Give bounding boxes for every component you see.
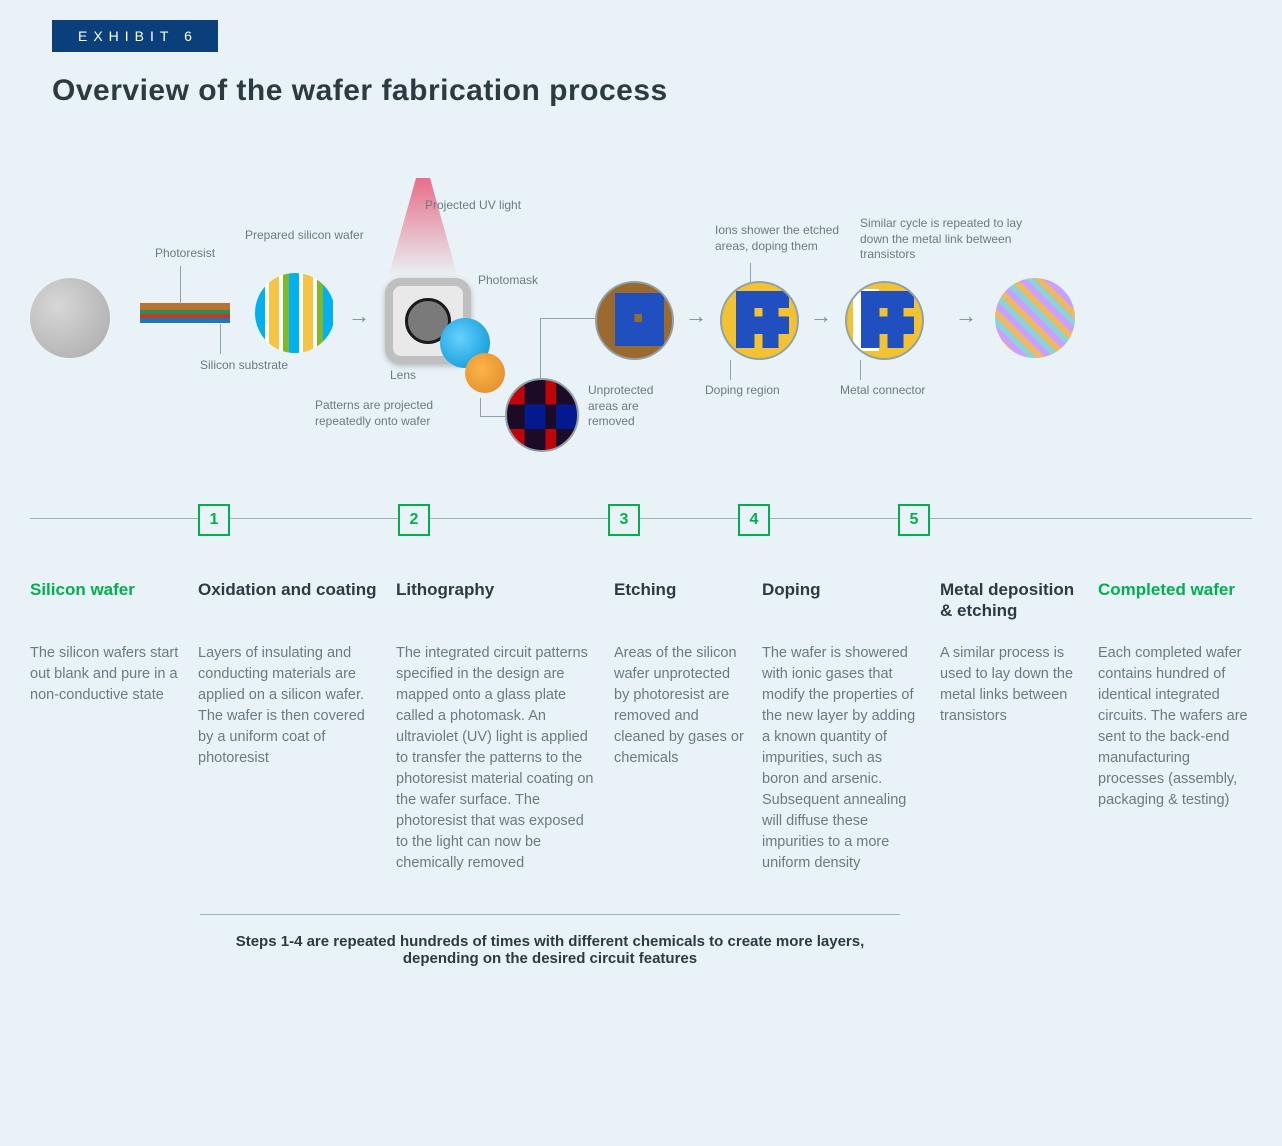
leader-line <box>750 263 751 283</box>
step-number-1: 1 <box>198 504 230 536</box>
step-body: The silicon wafers start out blank and p… <box>30 643 180 706</box>
step-body: A similar process is used to lay down th… <box>940 643 1080 727</box>
completed-wafer-icon <box>995 278 1075 358</box>
step-completed: Completed wafer Each completed wafer con… <box>1098 579 1258 874</box>
step-intro: Silicon wafer The silicon wafers start o… <box>30 579 180 874</box>
label-etch: Unprotected areas are removed <box>588 383 678 430</box>
exhibit-chip: EXHIBIT 6 <box>52 20 218 52</box>
label-uv: Projected UV light <box>425 198 521 214</box>
step-number-5: 5 <box>898 504 930 536</box>
patterned-wafer-icon <box>505 378 579 452</box>
step-number-3: 3 <box>608 504 640 536</box>
step-title: Lithography <box>396 579 596 625</box>
label-substrate: Silicon substrate <box>200 358 288 374</box>
label-photomask: Photomask <box>478 273 538 289</box>
label-dope-region: Doping region <box>705 383 780 399</box>
label-lens: Lens <box>390 368 416 384</box>
leader-line <box>540 318 541 380</box>
step-number-2: 2 <box>398 504 430 536</box>
arrow-right-icon: → <box>955 303 977 329</box>
prepared-wafer-icon <box>255 273 335 353</box>
step-body: Layers of insulating and conducting mate… <box>198 643 378 769</box>
step-doping: Doping The wafer is showered with ionic … <box>762 579 922 874</box>
step-title: Oxidation and coating <box>198 579 378 625</box>
projection-icon <box>465 353 505 393</box>
metal-wafer-icon <box>845 281 924 360</box>
page: EXHIBIT 6 Overview of the wafer fabricat… <box>0 0 1282 1146</box>
photoresist-strip-icon <box>140 303 230 323</box>
label-metal-note: Similar cycle is repeated to lay down th… <box>860 216 1030 263</box>
arrow-right-icon: → <box>810 303 832 329</box>
step-title: Doping <box>762 579 922 625</box>
step-title: Completed wafer <box>1098 579 1258 625</box>
etched-wafer-icon <box>595 281 674 360</box>
label-patterns: Patterns are projected repeatedly onto w… <box>315 398 465 429</box>
step-title: Etching <box>614 579 744 625</box>
arrow-right-icon: → <box>348 303 370 329</box>
footer-note: Steps 1-4 are repeated hundreds of times… <box>200 914 900 967</box>
label-prepared: Prepared silicon wafer <box>245 228 364 244</box>
step-metal: Metal deposition & etching A similar pro… <box>940 579 1080 874</box>
step-body: Each completed wafer contains hundred of… <box>1098 643 1258 811</box>
step-number-4: 4 <box>738 504 770 536</box>
leader-line <box>540 318 595 319</box>
steps-row: 1 2 3 4 5 Silicon wafer The silicon wafe… <box>30 518 1252 874</box>
step-oxidation: Oxidation and coating Layers of insulati… <box>198 579 378 874</box>
step-body: Areas of the silicon wafer unprotected b… <box>614 643 744 769</box>
leader-line <box>180 266 181 304</box>
step-etching: Etching Areas of the silicon wafer unpro… <box>614 579 744 874</box>
label-metal-conn: Metal connector <box>840 383 925 399</box>
arrow-right-icon: → <box>685 303 707 329</box>
page-title: Overview of the wafer fabrication proces… <box>52 74 1252 108</box>
uv-beam-icon <box>388 178 458 278</box>
step-body: The wafer is showered with ionic gases t… <box>762 643 922 874</box>
step-title: Silicon wafer <box>30 579 180 625</box>
label-dope-note: Ions shower the etched areas, doping the… <box>715 223 845 254</box>
doped-wafer-icon <box>720 281 799 360</box>
step-title: Metal deposition & etching <box>940 579 1080 625</box>
leader-line <box>730 360 731 380</box>
leader-line <box>860 360 861 380</box>
leader-line <box>480 416 505 417</box>
leader-line <box>480 398 481 416</box>
flow-diagram: Photoresist Silicon substrate Prepared s… <box>30 168 1252 488</box>
step-lithography: Lithography The integrated circuit patte… <box>396 579 596 874</box>
label-photoresist: Photoresist <box>155 246 215 262</box>
blank-wafer-icon <box>30 278 110 358</box>
leader-line <box>220 324 221 354</box>
step-body: The integrated circuit patterns specifie… <box>396 643 596 874</box>
